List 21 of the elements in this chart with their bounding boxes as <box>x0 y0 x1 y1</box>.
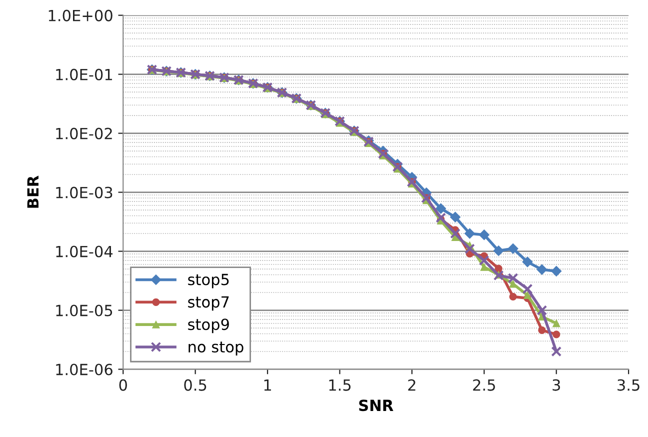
y-axis-title: BER <box>27 176 38 208</box>
legend-label: no stop <box>188 342 244 356</box>
y-tick-label: 1.0E-02 <box>56 128 112 140</box>
y-tick-label: 1.0E-03 <box>56 186 112 198</box>
x-tick-label: 1 <box>264 379 271 391</box>
x-tick-label: 2 <box>408 379 416 391</box>
x-tick-label: 2.5 <box>473 379 495 391</box>
x-tick-label: 0 <box>119 379 127 391</box>
legend-label: stop7 <box>188 296 229 311</box>
y-tick-label: 1.0E-04 <box>56 246 113 258</box>
y-tick-label: 1.0E-01 <box>56 68 112 80</box>
legend-label: stop9 <box>188 318 229 334</box>
y-tick-label: 1.0E-05 <box>56 304 112 316</box>
x-tick-label: 3.5 <box>618 379 640 391</box>
x-tick-label: 0.5 <box>184 379 206 391</box>
y-tick-label: 1.0E-06 <box>56 364 112 376</box>
y-tick-label: 1.0E+00 <box>48 10 112 22</box>
x-tick-label: 3 <box>552 379 560 391</box>
x-tick-label: 1.5 <box>329 379 351 391</box>
legend-label: stop5 <box>188 274 229 288</box>
x-axis-title: SNR <box>359 400 394 412</box>
